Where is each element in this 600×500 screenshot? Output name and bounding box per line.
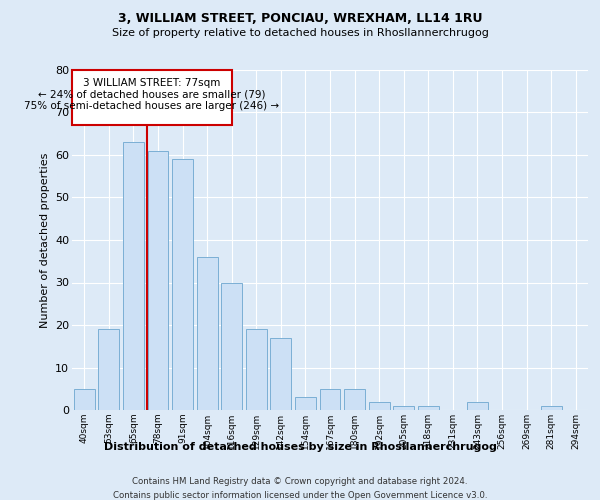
Bar (197, 257, 218, 410)
Text: Distribution of detached houses by size in Rhosllannerchrugog: Distribution of detached houses by size … (104, 442, 496, 452)
Bar (418, 406, 439, 410)
Bar (393, 406, 414, 410)
Y-axis label: Number of detached properties: Number of detached properties (40, 152, 50, 328)
Bar (98, 329, 119, 410)
Text: Size of property relative to detached houses in Rhosllannerchrugog: Size of property relative to detached ho… (112, 28, 488, 38)
Bar (541, 406, 562, 410)
Text: Contains HM Land Registry data © Crown copyright and database right 2024.: Contains HM Land Registry data © Crown c… (132, 478, 468, 486)
Bar (72, 70, 232, 125)
Bar (74, 389, 95, 410)
Bar (246, 329, 267, 410)
Text: Contains public sector information licensed under the Open Government Licence v3: Contains public sector information licen… (113, 491, 487, 500)
Bar (221, 282, 242, 410)
Bar (295, 397, 316, 410)
Bar (123, 142, 144, 410)
Text: ← 24% of detached houses are smaller (79): ← 24% of detached houses are smaller (79… (38, 89, 266, 99)
Text: 3, WILLIAM STREET, PONCIAU, WREXHAM, LL14 1RU: 3, WILLIAM STREET, PONCIAU, WREXHAM, LL1… (118, 12, 482, 26)
Bar (467, 402, 488, 410)
Bar (148, 150, 169, 410)
Bar (320, 389, 340, 410)
Text: 3 WILLIAM STREET: 77sqm: 3 WILLIAM STREET: 77sqm (83, 78, 221, 88)
Bar (172, 159, 193, 410)
Bar (271, 338, 292, 410)
Text: 75% of semi-detached houses are larger (246) →: 75% of semi-detached houses are larger (… (24, 100, 280, 110)
Bar (344, 389, 365, 410)
Bar (368, 402, 389, 410)
